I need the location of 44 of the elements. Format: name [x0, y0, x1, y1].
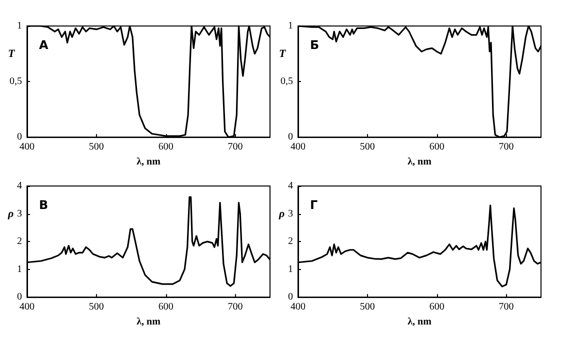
x-tick-label: 400 [20, 142, 34, 153]
y-tick-label: 1 [288, 20, 293, 32]
y-tick-label: 0 [288, 132, 293, 143]
y-tick-label: 3 [288, 208, 293, 220]
x-tick-label: 600 [158, 142, 174, 153]
y-tick-label: 0,5 [280, 76, 293, 88]
x-tick-label: 600 [429, 142, 444, 153]
y-tick-label: 1 [17, 20, 22, 32]
x-tick-label: 500 [360, 142, 375, 153]
y-tick-label: 1 [288, 264, 293, 275]
x-tick-label: 400 [290, 142, 306, 153]
x-tick-label: 700 [498, 302, 514, 313]
y-tick-label: 2 [17, 236, 22, 248]
y-tick-label: 0 [17, 292, 22, 303]
text: Г [310, 198, 318, 212]
x-axis-title: λ, nm [136, 156, 162, 168]
text: Б [310, 38, 320, 52]
y-tick-label: 1 [17, 264, 22, 275]
y-tick-label: 0 [17, 132, 22, 143]
x-tick-label: 400 [290, 302, 306, 313]
y-tick-label: 2 [288, 236, 293, 248]
y-tick-label: 0 [288, 292, 293, 303]
x-tick-label: 700 [498, 142, 514, 153]
x-tick-label: 600 [429, 302, 444, 313]
text: А [39, 38, 49, 52]
x-tick-label: 500 [88, 302, 104, 313]
text: В [39, 198, 48, 212]
y-tick-label: 4 [17, 180, 22, 192]
x-tick-label: 400 [20, 302, 34, 313]
x-tick-label: 600 [158, 302, 174, 313]
y-axis-title: T [279, 48, 287, 60]
y-axis-title: ρ [278, 208, 285, 220]
y-tick-label: 0,5 [10, 76, 22, 88]
x-axis-title: λ, nm [408, 316, 432, 328]
x-tick-label: 700 [228, 142, 243, 153]
x-tick-label: 500 [88, 142, 104, 153]
y-tick-label: 4 [288, 180, 293, 192]
x-tick-label: 500 [360, 302, 375, 313]
y-tick-label: 3 [17, 208, 22, 220]
x-axis-title: λ, nm [136, 316, 162, 328]
x-axis-title: λ, nm [408, 156, 432, 168]
y-axis-title: ρ [7, 208, 14, 220]
y-axis-title: T [8, 48, 16, 60]
x-tick-label: 700 [228, 302, 243, 313]
